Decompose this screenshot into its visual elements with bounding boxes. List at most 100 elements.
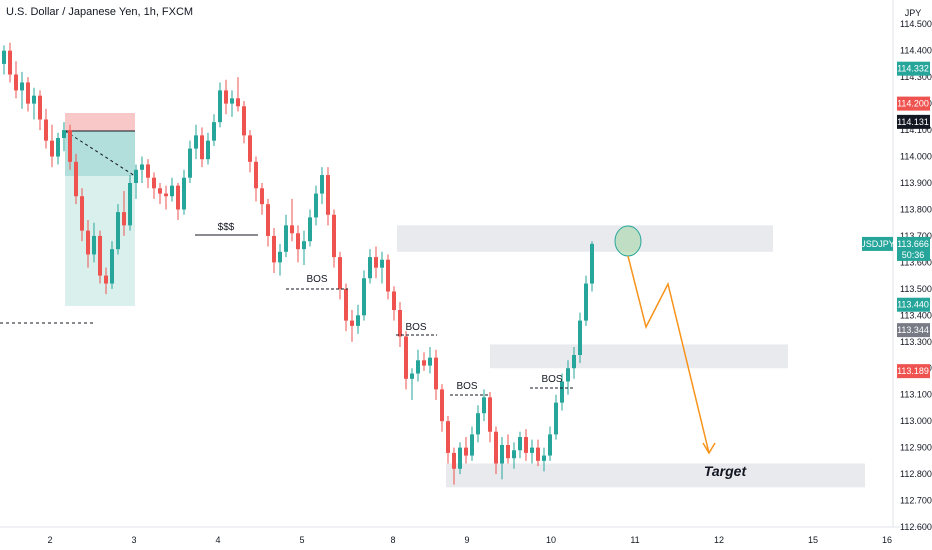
candle-body — [488, 397, 492, 432]
candle-body — [218, 90, 222, 123]
price-tick-label: 113.500 — [900, 284, 932, 294]
candle-body — [200, 135, 204, 160]
time-tick-label: 2 — [47, 535, 52, 545]
candle-body — [236, 98, 240, 107]
candle-body — [524, 437, 528, 453]
time-tick-label: 16 — [882, 535, 892, 545]
candle-body — [308, 217, 312, 242]
price-tag — [897, 61, 930, 76]
candle-body — [164, 193, 168, 197]
price-tick-label: 113.700 — [900, 231, 932, 241]
candle-body — [494, 431, 498, 464]
currency-label: JPY — [905, 8, 922, 18]
candle-body — [434, 357, 438, 390]
time-tick-label: 5 — [299, 535, 304, 545]
candle-body — [584, 283, 588, 321]
candle-body — [356, 315, 360, 326]
price-tick-label: 112.700 — [900, 496, 932, 506]
candle-body — [392, 291, 396, 311]
price-tick-label: 113.600 — [900, 257, 932, 267]
price-tag-label: 113.440 — [897, 300, 929, 310]
candle-body — [2, 50, 6, 64]
price-tick-label: 113.400 — [900, 310, 932, 320]
price-tag-label: 114.131 — [897, 117, 929, 127]
candle-body — [8, 50, 12, 75]
price-tick-label: 113.800 — [900, 204, 932, 214]
candle-body — [170, 185, 174, 197]
candle-body — [152, 177, 156, 189]
price-tick-label: 113.000 — [900, 416, 932, 426]
time-tick-label: 11 — [630, 535, 639, 545]
price-tick-label: 112.800 — [900, 469, 932, 479]
candle-body — [536, 447, 540, 461]
price-tick-label: 112.900 — [900, 443, 932, 453]
candle-body — [542, 455, 546, 461]
candle-body — [230, 98, 234, 104]
candle-body — [548, 434, 552, 456]
candle-body — [386, 259, 390, 292]
supply-demand-zone — [490, 344, 788, 369]
candle-body — [374, 257, 378, 268]
candle-body — [506, 444, 510, 459]
supply-demand-zone — [446, 463, 865, 488]
candle-body — [44, 119, 48, 141]
candle-body — [248, 135, 252, 162]
candle-body — [92, 235, 96, 255]
candle-body — [338, 257, 342, 289]
candle-body — [416, 360, 420, 374]
candle-body — [362, 278, 366, 316]
candle-body — [566, 368, 570, 382]
entry-diagonal — [64, 130, 136, 177]
symbol-tag-label: USDJPY — [859, 239, 895, 249]
projection-path — [627, 255, 710, 454]
price-tag — [897, 114, 930, 129]
candle-body — [20, 82, 24, 91]
price-tick-label: 113.900 — [900, 178, 932, 188]
price-tick-label: 113.300 — [900, 337, 932, 347]
candle-body — [56, 138, 60, 157]
bos-label: BOS — [541, 374, 562, 385]
price-tick-label: 114.000 — [900, 152, 932, 162]
candle-body — [302, 241, 306, 250]
candle-body — [110, 249, 114, 284]
price-tag — [897, 297, 930, 312]
candle-body — [104, 275, 108, 284]
last-price-label: 113.666 — [897, 239, 929, 249]
candle-body — [32, 95, 36, 104]
target-label: Target — [704, 463, 748, 479]
candle-body — [320, 175, 324, 194]
candle-body — [590, 243, 594, 284]
liquidity-label: $$$ — [218, 222, 235, 233]
candle-body — [284, 225, 288, 252]
time-tick-label: 4 — [215, 535, 220, 545]
candle-body — [38, 95, 42, 120]
countdown-label: 50:36 — [902, 250, 925, 260]
price-tag — [897, 323, 930, 338]
last-price-tag — [897, 236, 930, 261]
candle-body — [404, 336, 408, 379]
bos-label: BOS — [306, 274, 327, 285]
candle-body — [224, 90, 228, 104]
candle-body — [14, 74, 18, 91]
supply-demand-zone — [397, 225, 773, 252]
price-tag-label: 114.200 — [897, 99, 929, 109]
candle-body — [116, 212, 120, 250]
candle-body — [68, 130, 72, 162]
candle-body — [572, 355, 576, 369]
candle-body — [158, 188, 162, 194]
candle-body — [326, 175, 330, 215]
price-tick-label: 113.100 — [900, 390, 932, 400]
candle-body — [446, 421, 450, 453]
price-tag-label: 114.332 — [897, 64, 929, 74]
symbol-tag — [862, 236, 893, 251]
candle-body — [176, 185, 180, 210]
stop-loss-box — [65, 113, 135, 131]
candle-body — [254, 161, 258, 189]
candle-body — [260, 188, 264, 205]
candle-body — [122, 212, 126, 226]
candle-body — [62, 130, 66, 139]
candle-body — [452, 452, 456, 469]
price-tag — [897, 364, 930, 379]
